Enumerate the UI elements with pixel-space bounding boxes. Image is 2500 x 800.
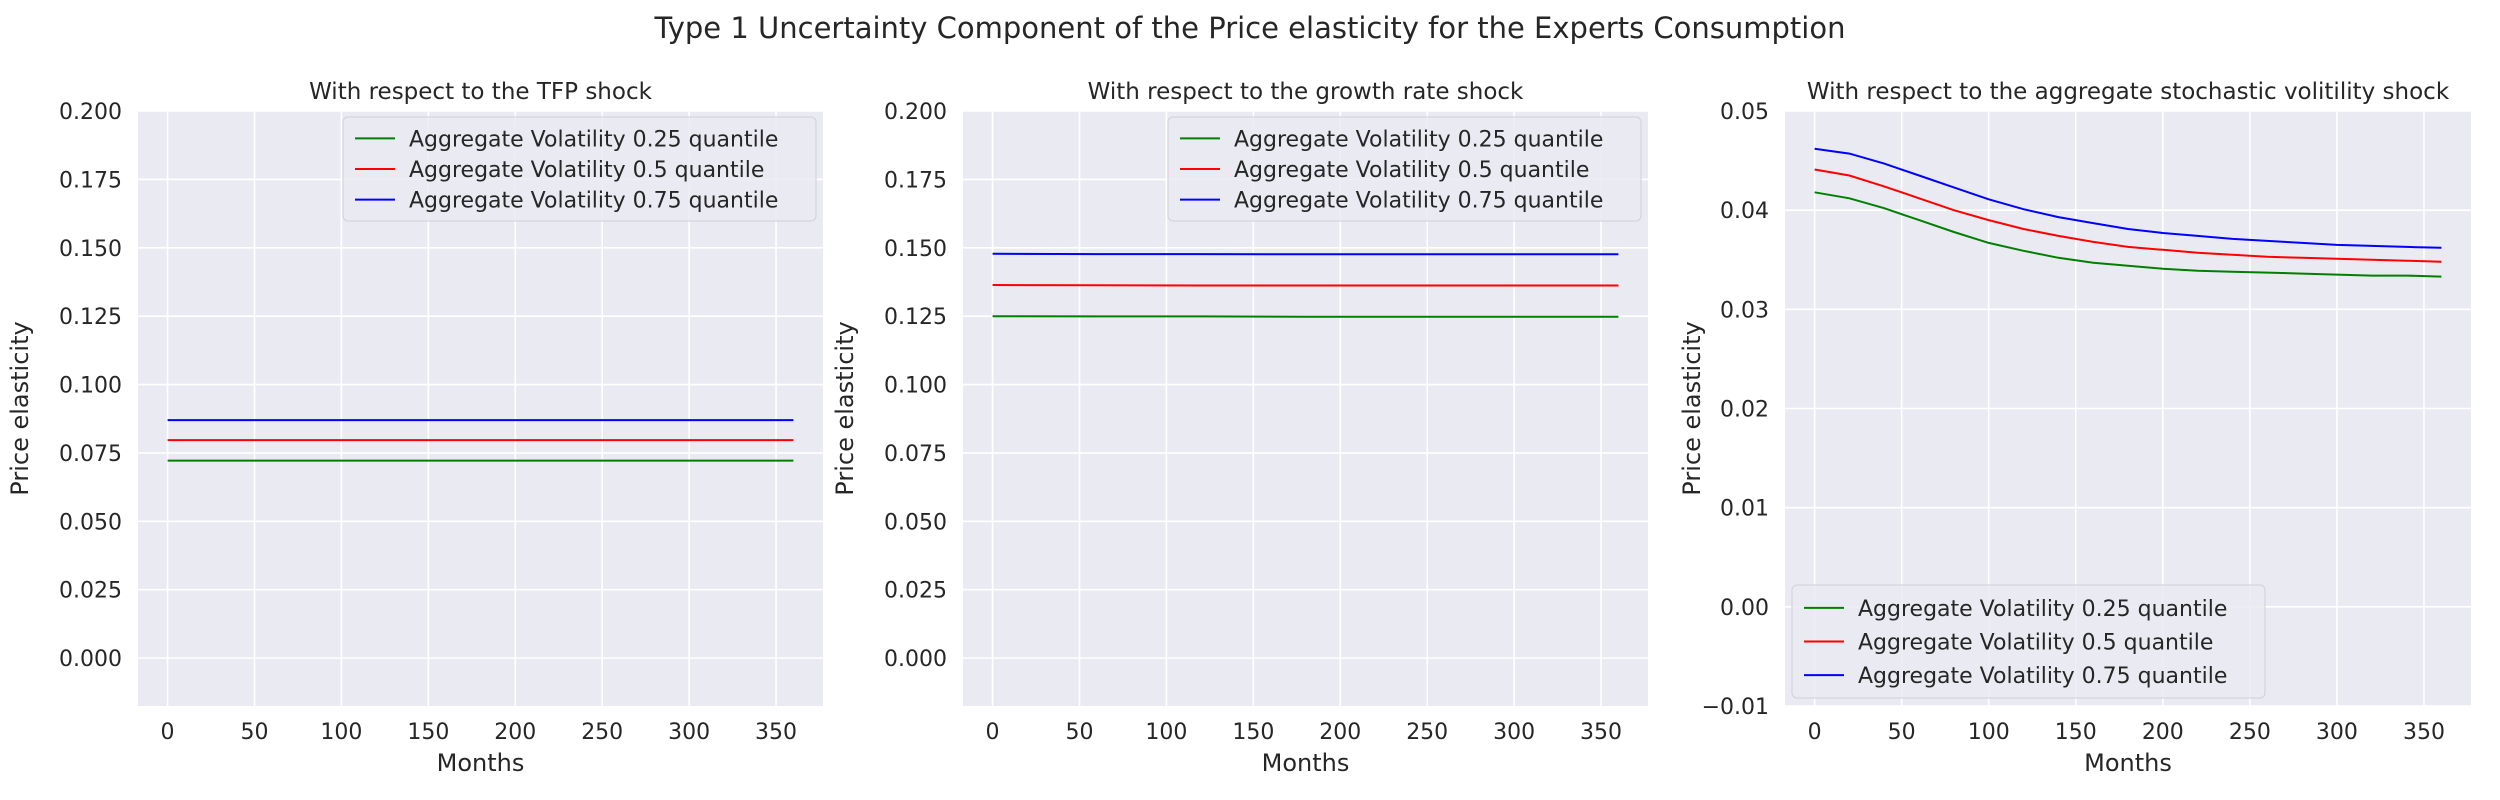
x-tick-label: 50: [1888, 720, 1916, 745]
subplots: 0 50 100 150 200 250 300 3500.0000.0250.0500.07…: [6, 79, 2471, 777]
y-tick-label: 0.05: [1720, 100, 1769, 125]
series-line-1: [1814, 191, 2442, 278]
x-tick-label: 0: [161, 720, 175, 745]
legend: Aggregate Volatility 0.25 quantile Aggreg…: [1791, 584, 2266, 699]
y-tick-label: 0.200: [884, 100, 947, 125]
x-tick-label: 200: [2142, 720, 2184, 745]
y-tick-label: 0.100: [59, 374, 122, 399]
y-tick-label: 0.100: [884, 374, 947, 399]
subplot-2: 0 50 100 150 200 250 300 350 0.000 0.025 0.050 0.07…: [831, 79, 1648, 777]
y-tick-label: 0.00: [1720, 596, 1769, 621]
series-line-3: [992, 252, 1619, 256]
legend-box: [1791, 584, 2266, 699]
y-tick-label: 0.000: [59, 647, 122, 672]
y-axis-label: Price elasticity: [1678, 321, 1706, 495]
y-tick-label: 0.02: [1720, 398, 1769, 423]
x-tick-label: 150: [407, 720, 449, 745]
x-tick-label: 350: [1580, 720, 1622, 745]
y-tick-label: 0.075: [884, 442, 947, 467]
series-line-2: [992, 284, 1619, 287]
x-tick-label: 0: [986, 720, 1000, 745]
x-tick-label: 350: [755, 720, 797, 745]
y-tick-label: 0.01: [1720, 497, 1769, 522]
y-tick-label: 0.125: [59, 305, 122, 330]
y-tick-label: −0.01: [1702, 695, 1769, 720]
y-tick-label: 0.150: [884, 237, 947, 262]
x-tick-label: 100: [1968, 720, 2010, 745]
x-tick-label: 200: [1319, 720, 1361, 745]
x-tick-label: 50: [1065, 720, 1093, 745]
x-axis-label: Months: [2084, 749, 2172, 777]
y-tick-label: 0.075: [59, 442, 122, 467]
series-line-3: [1814, 147, 2442, 249]
y-axis-label: Price elasticity: [831, 321, 859, 495]
legend-label: Aggregate Volatility 0.5 quantile: [1858, 631, 2213, 656]
y-tick-label: 0.025: [59, 579, 122, 604]
x-tick-label: 100: [320, 720, 362, 745]
y-axis-label: Price elasticity: [6, 321, 34, 495]
y-tick-label: 0.000: [884, 647, 947, 672]
y-tick-label: 0.150: [59, 237, 122, 262]
y-tick-label: 0.175: [884, 168, 947, 193]
y-tick-label: 0.04: [1720, 199, 1769, 224]
legend-label: Aggregate Volatility 0.75 quantile: [409, 189, 778, 214]
y-tick-label: 0.125: [884, 305, 947, 330]
y-tick-label: 0.175: [59, 168, 122, 193]
x-tick-label: 50: [240, 720, 268, 745]
x-tick-label: 250: [581, 720, 623, 745]
subplot-title: With respect to the TFP shock: [309, 79, 653, 105]
y-tick-label: 0.050: [59, 510, 122, 535]
legend-label: Aggregate Volatility 0.25 quantile: [409, 127, 778, 152]
y-tick-label: 0.050: [884, 510, 947, 535]
legend-label: Aggregate Volatility 0.5 quantile: [1234, 158, 1589, 183]
legend-label: Aggregate Volatility 0.75 quantile: [1234, 189, 1603, 214]
subplot-title: With respect to the growth rate shock: [1088, 79, 1524, 105]
subplot-1: 0 50 100 150 200 250 300 350 0.000 0.025 0.050 0.07…: [6, 79, 823, 777]
subplot-3: 0 50 100 150 200 250 300 350 −0.01 0.00 0.01 0.02 0.…: [1678, 79, 2471, 777]
x-tick-label: 100: [1145, 720, 1187, 745]
series-line-1: [992, 315, 1619, 318]
y-tick-label: 0.025: [884, 579, 947, 604]
x-tick-label: 150: [2055, 720, 2097, 745]
x-tick-label: 350: [2403, 720, 2445, 745]
legend-label: Aggregate Volatility 0.5 quantile: [409, 158, 764, 183]
figure-title: Type 1 Uncertainty Component of the Pric…: [654, 11, 1846, 45]
x-axis-label: Months: [1262, 749, 1350, 777]
legend-label: Aggregate Volatility 0.75 quantile: [1858, 664, 2227, 689]
x-tick-label: 300: [2316, 720, 2358, 745]
legend-label: Aggregate Volatility 0.25 quantile: [1234, 127, 1603, 152]
x-axis-label: Months: [437, 749, 525, 777]
legend-box: [1167, 116, 1642, 222]
subplot-title: With respect to the aggregate stochastic…: [1807, 79, 2450, 105]
x-tick-label: 150: [1232, 720, 1274, 745]
legend-box: [342, 116, 817, 222]
y-tick-label: 0.200: [59, 100, 122, 125]
legend-label: Aggregate Volatility 0.25 quantile: [1858, 597, 2227, 622]
x-tick-label: 250: [2229, 720, 2271, 745]
legend: Aggregate Volatility 0.25 quantile Aggreg…: [1167, 116, 1642, 222]
x-tick-label: 300: [1493, 720, 1535, 745]
series-line-2: [1814, 168, 2442, 263]
x-tick-label: 0: [1808, 720, 1822, 745]
y-tick-label: 0.03: [1720, 298, 1769, 323]
x-tick-label: 250: [1406, 720, 1448, 745]
x-tick-label: 300: [668, 720, 710, 745]
legend: Aggregate Volatility 0.25 quantile Aggreg…: [342, 116, 817, 222]
x-tick-label: 200: [494, 720, 536, 745]
